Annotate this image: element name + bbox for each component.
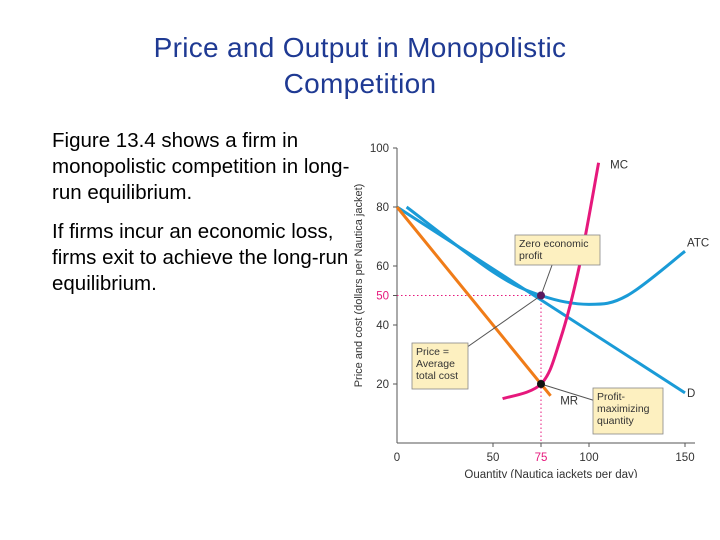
demand-label: D	[687, 388, 695, 400]
callout-price-atc-text-2: Average	[416, 358, 455, 370]
callout-zero-profit-text-1: Zero economic	[519, 238, 588, 250]
callout-profit-max-qty-text-3: quantity	[597, 415, 635, 427]
mc-label: MC	[610, 160, 628, 172]
title-line-1: Price and Output in Monopolistic	[153, 32, 567, 63]
mr-label: MR	[560, 396, 578, 408]
y-tick-label-40: 40	[376, 320, 389, 332]
slide-body: Figure 13.4 shows a firm in monopolistic…	[52, 128, 352, 310]
x-tick-label-100: 100	[579, 452, 598, 464]
atc-label: ATC	[687, 237, 709, 249]
callout-profit-max-qty-box	[592, 387, 664, 435]
title-line-2: Competition	[283, 68, 437, 99]
price-equals-atc-point	[537, 291, 545, 300]
y-axis-label: Price and cost (dollars per Nautica jack…	[353, 184, 365, 388]
paragraph-1: Figure 13.4 shows a firm in monopolistic…	[52, 129, 350, 204]
callout-zero-profit-box	[514, 234, 601, 266]
x-tick-label-75: 75	[535, 452, 548, 464]
mr-equals-mc-point	[537, 380, 545, 388]
slide-title: Price and Output in Monopolistic Competi…	[60, 30, 660, 102]
x-axis-label: Quantity (Nautica jackets per day)	[464, 469, 637, 478]
paragraph-2: If firms incur an economic loss, firms e…	[52, 220, 349, 295]
monopolistic-competition-chart: 20 40 50 60 80 100 0 50 75 100 150 Quantity (Nautic…	[353, 143, 709, 478]
callout-price-atc-box	[411, 342, 469, 390]
callout-profit-max-qty-text-1: Profit-	[597, 391, 626, 403]
y-tick-label-20: 20	[376, 379, 389, 391]
x-tick-label-150: 150	[675, 452, 694, 464]
x-tick-label-50: 50	[487, 452, 500, 464]
marginal-cost-curve	[502, 162, 601, 401]
y-tick-label-60: 60	[376, 261, 389, 273]
callout-price-atc-text-3: total cost	[416, 370, 458, 382]
callout-zero-profit-text-2: profit	[519, 250, 542, 262]
x-tick-label-0: 0	[394, 452, 400, 464]
callout-profit-max-qty-text-2: maximizing	[597, 403, 650, 415]
callout-price-atc-text-1: Price =	[416, 346, 449, 358]
y-tick-label-50: 50	[376, 291, 389, 303]
average-total-cost-curve	[405, 205, 686, 306]
y-tick-label-100: 100	[370, 143, 389, 155]
y-tick-label-80: 80	[376, 202, 389, 214]
